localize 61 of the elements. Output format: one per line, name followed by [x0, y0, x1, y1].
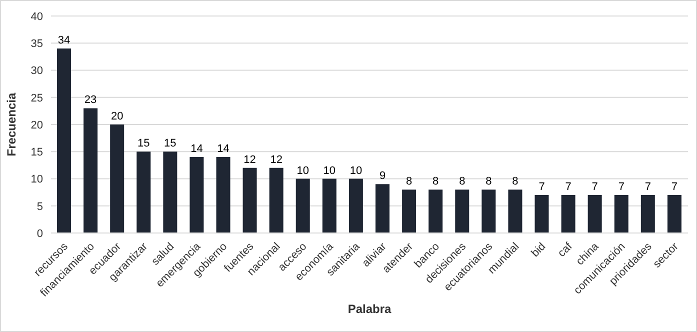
bar — [534, 195, 549, 233]
y-tick-label: 10 — [30, 174, 43, 186]
data-label: 7 — [671, 181, 678, 194]
y-tick-label: 15 — [30, 146, 43, 159]
bar — [216, 157, 230, 233]
y-tick-label: 30 — [30, 65, 43, 78]
data-label: 8 — [512, 176, 518, 188]
data-label: 7 — [538, 181, 545, 194]
data-label: 20 — [110, 110, 124, 122]
bar — [163, 152, 178, 233]
y-tick-label: 35 — [30, 38, 43, 50]
data-label: 23 — [84, 94, 97, 106]
data-label: 15 — [138, 138, 150, 150]
bar — [640, 195, 655, 233]
bar — [455, 190, 470, 233]
y-tick-label: 0 — [36, 228, 43, 240]
x-tick-label: caf — [556, 240, 576, 260]
data-label: 8 — [406, 176, 412, 188]
data-label: 14 — [190, 143, 203, 156]
data-label: 15 — [164, 138, 176, 150]
x-axis-title: Palabra — [348, 302, 392, 316]
data-label: 7 — [592, 181, 598, 194]
bar — [428, 190, 443, 233]
data-label: 7 — [565, 181, 572, 194]
bar — [667, 195, 682, 233]
x-tick-label: bid — [529, 240, 548, 260]
y-tick-label: 40 — [30, 10, 43, 23]
bar — [402, 190, 416, 233]
data-label: 9 — [379, 170, 386, 182]
data-label: 8 — [432, 176, 439, 188]
bar — [242, 168, 257, 233]
bar — [482, 190, 496, 233]
data-label: 7 — [618, 181, 624, 194]
data-label: 7 — [644, 181, 651, 194]
data-label: 8 — [486, 176, 492, 188]
data-label: 10 — [350, 164, 362, 177]
bar — [348, 178, 363, 233]
data-label: 10 — [323, 164, 336, 177]
bar — [269, 168, 284, 233]
bar — [190, 157, 204, 233]
y-tick-label: 5 — [36, 200, 43, 213]
data-label: 12 — [244, 154, 256, 166]
y-axis-title: Frecuencia — [4, 92, 18, 156]
bar — [614, 195, 628, 233]
data-label: 10 — [296, 164, 309, 177]
bar — [57, 48, 71, 233]
y-tick-label: 25 — [30, 92, 43, 104]
bar — [508, 190, 522, 233]
bar — [561, 195, 576, 233]
bar — [322, 178, 336, 233]
bar — [110, 124, 124, 233]
bar — [296, 178, 310, 233]
bar — [588, 195, 602, 233]
bar — [136, 152, 151, 233]
data-label: 8 — [459, 176, 466, 188]
bar — [84, 108, 98, 233]
y-tick-label: 20 — [30, 119, 43, 132]
data-label: 34 — [58, 34, 70, 47]
bar — [376, 184, 390, 233]
data-label: 12 — [270, 154, 282, 166]
data-label: 14 — [217, 143, 230, 156]
